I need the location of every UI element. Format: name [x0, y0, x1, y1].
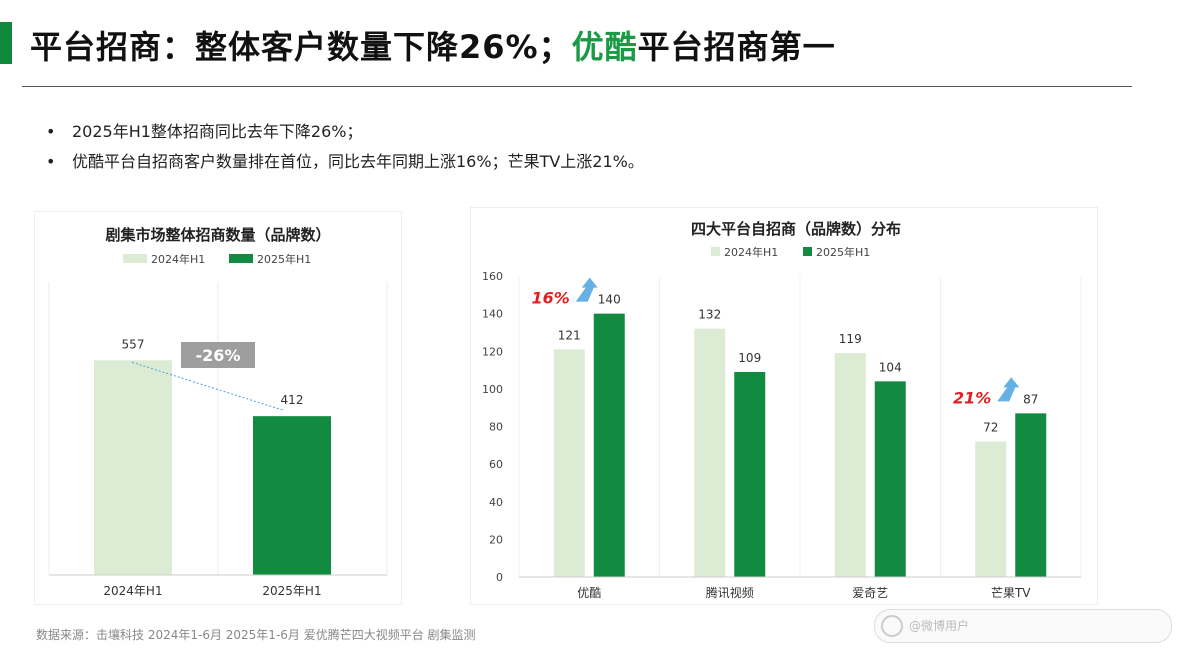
up-arrow-icon	[997, 377, 1020, 402]
x-tick-label: 爱奇艺	[852, 586, 888, 600]
legend-label: 2025年H1	[816, 245, 870, 259]
chart-title: 四大平台自招商（品牌数）分布	[691, 220, 901, 238]
data-label: 109	[738, 351, 761, 365]
y-tick-label: 20	[489, 533, 503, 546]
x-tick-label: 2024年H1	[103, 584, 162, 598]
bar	[734, 371, 766, 577]
bullet-item: • 优酷平台自招商客户数量排在首位，同比去年同期上涨16%；芒果TV上涨21%。	[40, 148, 644, 178]
data-label: 132	[698, 308, 721, 322]
bar	[593, 313, 625, 577]
growth-label: 21%	[953, 388, 991, 407]
legend-swatch	[711, 247, 720, 256]
legend-swatch	[803, 247, 812, 256]
x-tick-label: 2025年H1	[262, 584, 321, 598]
title-divider	[22, 86, 1132, 87]
title-highlight: 优酷	[571, 28, 638, 66]
data-label: 72	[983, 421, 998, 435]
bar	[253, 416, 331, 575]
y-tick-label: 120	[482, 345, 503, 358]
bar	[1015, 413, 1047, 577]
y-tick-label: 60	[489, 458, 503, 471]
platform-brands-chart: 四大平台自招商（品牌数）分布 2024年H1 2025年H1 0 20 40 60 80 100…	[482, 220, 1082, 600]
title-accent-bar	[0, 22, 12, 64]
bar	[694, 328, 726, 577]
change-badge	[181, 342, 255, 368]
data-source-footer: 数据来源：击壤科技 2024年1-6月 2025年1-6月 爱优腾芒四大视频平台…	[36, 628, 476, 642]
y-tick-label: 140	[482, 308, 503, 321]
bullet-dot: •	[46, 122, 56, 141]
bullet-text: 2025年H1整体招商同比去年下降26%；	[72, 122, 363, 141]
right-chart-panel: 四大平台自招商（品牌数）分布 2024年H1 2025年H1 0 20 40 60 80 100…	[470, 207, 1098, 605]
watermark-text: @微博用户	[909, 619, 970, 633]
data-label: 557	[122, 337, 145, 351]
watermark: @微博用户	[874, 609, 1172, 643]
x-tick-label: 腾讯视频	[706, 585, 754, 600]
growth-label: 16%	[531, 289, 569, 308]
bullet-dot: •	[46, 152, 56, 171]
trend-connector	[131, 361, 284, 411]
data-label: 119	[839, 332, 862, 346]
up-arrow-icon	[575, 277, 598, 302]
bar	[975, 441, 1007, 577]
legend-label: 2024年H1	[724, 245, 778, 259]
bar	[553, 349, 585, 577]
y-tick-label: 80	[489, 421, 503, 434]
weibo-icon	[881, 615, 903, 637]
left-chart-panel: 剧集市场整体招商数量（品牌数） 2024年H1 2025年H1 557 412 -26% 2…	[34, 211, 402, 605]
legend-label: 2025年H1	[257, 252, 311, 266]
y-tick-label: 0	[496, 571, 503, 584]
x-tick-label: 芒果TV	[991, 585, 1031, 600]
y-tick-label: 40	[489, 496, 503, 509]
data-label: 87	[1023, 392, 1038, 406]
legend-swatch	[123, 254, 147, 263]
data-label: 104	[879, 360, 902, 374]
title-tail: 平台招商第一	[637, 28, 836, 66]
legend-label: 2024年H1	[151, 252, 205, 266]
chart-title: 剧集市场整体招商数量（品牌数）	[105, 226, 330, 244]
bar	[834, 353, 866, 577]
title-main: 平台招商：整体客户数量下降26%；	[30, 28, 572, 66]
bar	[94, 360, 172, 575]
change-badge-label: -26%	[196, 346, 241, 365]
bullet-text: 优酷平台自招商客户数量排在首位，同比去年同期上涨16%；芒果TV上涨21%。	[72, 152, 644, 171]
x-tick-label: 优酷	[577, 586, 601, 600]
legend-swatch	[229, 254, 253, 263]
y-tick-label: 100	[482, 383, 503, 396]
total-brands-chart: 剧集市场整体招商数量（品牌数） 2024年H1 2025年H1 557 412 -26% 2…	[48, 226, 388, 598]
data-label: 412	[281, 393, 304, 407]
bullet-item: • 2025年H1整体招商同比去年下降26%；	[40, 118, 644, 148]
bullet-list: • 2025年H1整体招商同比去年下降26%； • 优酷平台自招商客户数量排在首位，…	[40, 118, 644, 178]
page-title: 平台招商：整体客户数量下降26%；优酷平台招商第一	[30, 22, 836, 68]
bar	[874, 381, 906, 577]
y-tick-label: 160	[482, 270, 503, 283]
data-label: 140	[598, 293, 621, 307]
data-label: 121	[558, 328, 581, 342]
